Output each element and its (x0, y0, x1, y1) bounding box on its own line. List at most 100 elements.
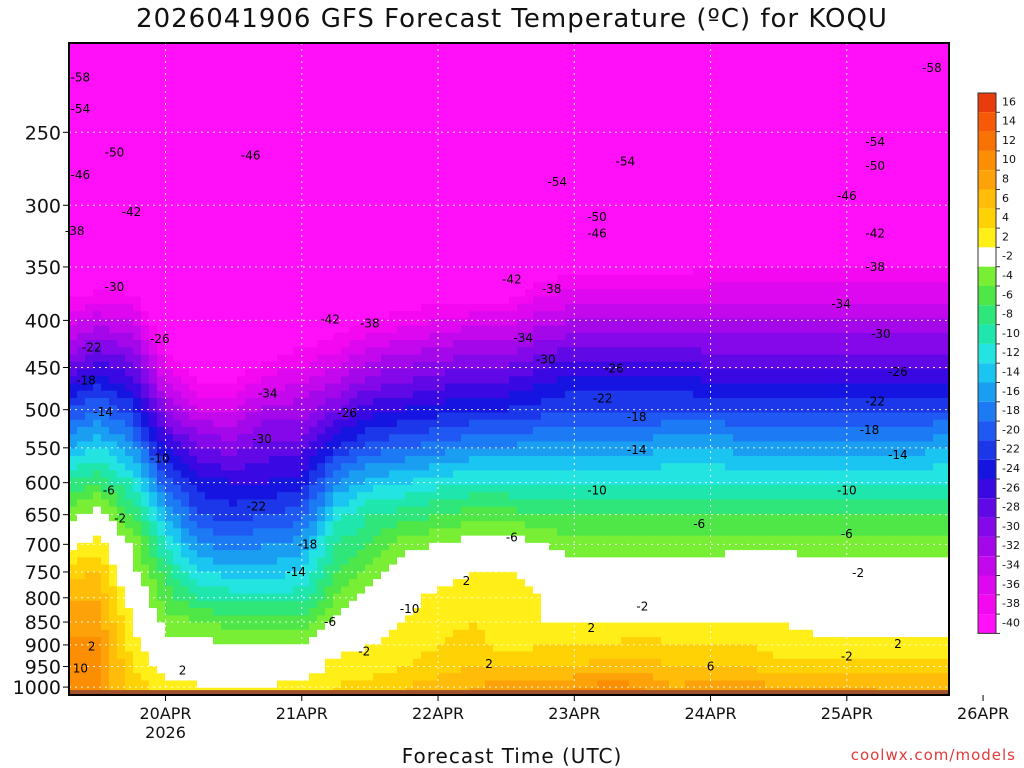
field-cell (197, 470, 206, 479)
field-cell (157, 129, 166, 138)
field-cell (493, 202, 502, 211)
field-cell (165, 282, 174, 290)
field-cell (421, 542, 430, 551)
field-cell (117, 238, 126, 247)
field-cell (445, 231, 454, 240)
field-cell (405, 637, 414, 645)
field-cell (69, 622, 78, 631)
field-cell (213, 412, 222, 421)
field-cell (333, 137, 342, 146)
field-cell (309, 666, 318, 674)
field-cell (101, 666, 110, 674)
field-cell (93, 593, 102, 602)
field-cell (277, 499, 286, 508)
field-cell (117, 158, 126, 167)
field-cell (213, 361, 222, 370)
field-cell (333, 477, 342, 486)
field-cell (69, 166, 78, 174)
field-cell (493, 50, 502, 59)
field-cell (77, 622, 86, 631)
field-cell (421, 50, 430, 59)
field-cell (85, 202, 94, 211)
field-cell (469, 57, 478, 66)
field-cell (277, 550, 286, 558)
field-cell (389, 216, 398, 225)
field-cell (421, 499, 430, 508)
field-cell (469, 86, 478, 95)
field-cell (117, 470, 126, 479)
field-cell (133, 463, 142, 472)
field-cell (245, 448, 254, 457)
field-cell (77, 253, 86, 261)
field-cell (149, 419, 158, 428)
field-cell (501, 231, 510, 240)
field-cell (221, 340, 230, 348)
field-cell (197, 137, 206, 146)
field-cell (173, 93, 182, 102)
field-cell (285, 216, 294, 225)
field-cell (221, 296, 230, 305)
field-cell (277, 50, 286, 59)
field-cell (341, 622, 350, 631)
field-cell (445, 463, 454, 472)
field-cell (293, 369, 302, 377)
field-cell (445, 129, 454, 138)
field-cell (237, 195, 246, 203)
field-cell (293, 586, 302, 595)
field-cell (253, 651, 262, 660)
field-cell (285, 506, 294, 515)
field-cell (133, 86, 142, 95)
field-cell (397, 180, 406, 189)
field-cell (405, 253, 414, 261)
field-cell (365, 658, 374, 667)
field-cell (109, 311, 118, 319)
field-cell (125, 129, 134, 138)
field-cell (93, 173, 102, 182)
field-cell (317, 448, 326, 457)
field-cell (293, 637, 302, 645)
field-cell (453, 303, 462, 312)
field-cell (125, 629, 134, 638)
field-cell (157, 296, 166, 305)
field-cell (349, 542, 358, 551)
field-cell (117, 122, 126, 131)
field-cell (173, 383, 182, 392)
field-cell (501, 579, 510, 587)
field-cell (101, 354, 110, 363)
field-cell (269, 397, 278, 406)
field-cell (149, 64, 158, 73)
field-cell (197, 673, 206, 682)
field-cell (229, 86, 238, 95)
field-cell (461, 441, 470, 450)
field-cell (309, 122, 318, 131)
field-cell (197, 166, 206, 174)
field-cell (341, 383, 350, 392)
field-cell (309, 492, 318, 500)
field-cell (189, 79, 198, 88)
field-cell (109, 593, 118, 602)
field-cell (453, 550, 462, 558)
field-cell (461, 166, 470, 174)
field-cell (405, 680, 414, 689)
field-cell (197, 158, 206, 167)
field-cell (93, 158, 102, 167)
field-cell (381, 289, 390, 298)
field-cell (277, 506, 286, 515)
field-cell (341, 93, 350, 102)
field-cell (309, 224, 318, 232)
field-cell (389, 383, 398, 392)
field-cell (221, 289, 230, 298)
field-cell (357, 64, 366, 73)
field-cell (485, 369, 494, 377)
field-cell (85, 441, 94, 450)
field-cell (485, 238, 494, 247)
field-cell (381, 50, 390, 59)
field-cell (173, 405, 182, 414)
field-cell (397, 151, 406, 160)
field-cell (413, 267, 422, 276)
field-cell (69, 122, 78, 131)
field-cell (141, 325, 150, 334)
field-cell (157, 253, 166, 261)
field-cell (477, 71, 486, 80)
field-cell (333, 448, 342, 457)
